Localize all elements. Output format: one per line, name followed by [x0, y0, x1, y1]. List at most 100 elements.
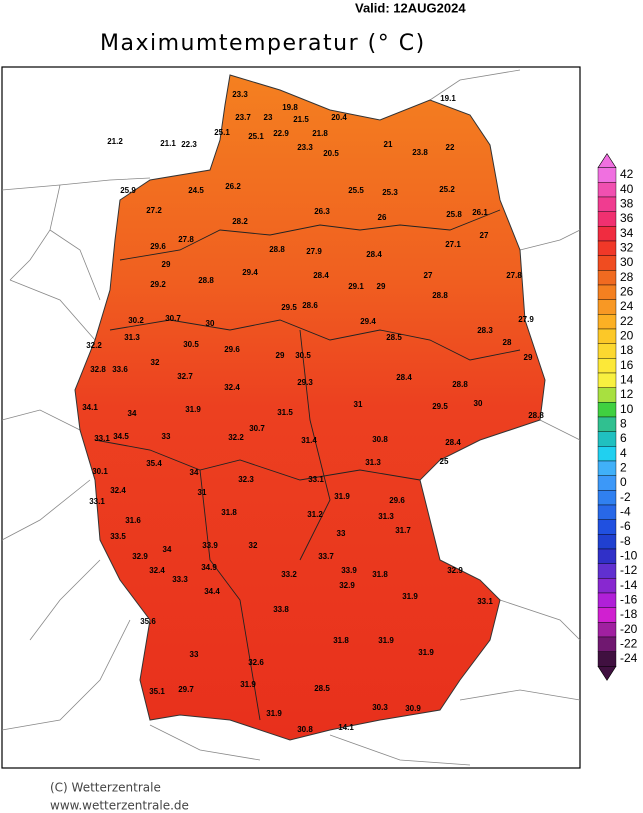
station-value: 32.4 — [110, 486, 126, 495]
station-value: 29 — [162, 260, 171, 269]
station-value: 29.4 — [360, 317, 376, 326]
colorbar-label: 28 — [620, 270, 634, 284]
copyright: (C) Wetterzentrale — [50, 781, 161, 795]
colorbar-label: 32 — [620, 241, 634, 255]
station-value: 31.9 — [240, 680, 256, 689]
station-value: 33.3 — [172, 575, 188, 584]
station-value: 30.8 — [297, 725, 313, 734]
colorbar-swatch — [597, 343, 617, 359]
station-value: 32.9 — [132, 552, 148, 561]
colorbar-label: 16 — [620, 358, 634, 372]
station-value: 29 — [276, 351, 285, 360]
colorbar-label: 6 — [620, 431, 627, 445]
station-value: 33.1 — [477, 597, 493, 606]
station-value: 27.2 — [146, 206, 162, 215]
state-borders — [94, 209, 521, 721]
station-value: 28.4 — [313, 271, 329, 280]
colorbar-label: -14 — [620, 578, 638, 592]
colorbar-swatch — [597, 490, 617, 506]
colorbar-swatch — [597, 167, 617, 183]
station-value: 31.9 — [334, 492, 350, 501]
station-value: 31.9 — [402, 592, 418, 601]
colorbar-label: -4 — [620, 505, 631, 519]
colorbar-label: 24 — [620, 299, 634, 313]
colorbar-swatch — [597, 299, 617, 315]
station-value: 31 — [198, 488, 207, 497]
station-value: 32.2 — [86, 341, 102, 350]
station-value: 32.4 — [149, 566, 165, 575]
station-value: 33 — [162, 432, 171, 441]
colorbar-label: 42 — [620, 167, 634, 181]
station-value: 35.1 — [149, 687, 165, 696]
station-value: 28 — [503, 338, 512, 347]
station-value: 30.8 — [372, 435, 388, 444]
station-value: 27 — [424, 271, 433, 280]
station-value: 25.1 — [214, 128, 230, 137]
colorbar-swatch — [597, 534, 617, 550]
colorbar-swatch — [597, 196, 617, 212]
station-value: 25.2 — [439, 185, 455, 194]
station-value: 31.9 — [418, 648, 434, 657]
station-value: 33 — [190, 650, 199, 659]
colorbar-swatch — [597, 240, 617, 256]
colorbar-swatch — [597, 578, 617, 594]
station-value: 33.7 — [318, 552, 334, 561]
station-value: 29.5 — [432, 402, 448, 411]
station-value: 25 — [440, 457, 449, 466]
colorbar-swatch — [597, 475, 617, 491]
colorbar-label: 18 — [620, 343, 634, 357]
colorbar-swatch — [597, 504, 617, 520]
colorbar-swatch — [597, 446, 617, 462]
colorbar-label: -20 — [620, 622, 638, 636]
station-value: 25.1 — [248, 132, 264, 141]
station-value: 31 — [354, 400, 363, 409]
colorbar-label: -8 — [620, 534, 631, 548]
station-value: 29.1 — [348, 282, 364, 291]
station-value: 22 — [446, 143, 455, 152]
colorbar: 424038363432302826242220181614121086420-… — [597, 153, 638, 681]
colorbar-swatch — [597, 607, 617, 623]
station-value: 33.5 — [110, 532, 126, 541]
colorbar-swatch — [597, 211, 617, 227]
colorbar-swatch — [597, 563, 617, 579]
station-value: 14.1 — [338, 723, 354, 732]
colorbar-label: 26 — [620, 285, 634, 299]
station-value: 32.6 — [248, 658, 264, 667]
station-value: 29.6 — [389, 496, 405, 505]
station-value: 21.2 — [107, 137, 123, 146]
colorbar-label: 14 — [620, 373, 634, 387]
station-value: 34.9 — [201, 563, 217, 572]
colorbar-label: 22 — [620, 314, 634, 328]
station-value: 26.1 — [472, 208, 488, 217]
station-value: 27.1 — [445, 240, 461, 249]
station-value: 31.8 — [221, 508, 237, 517]
colorbar-label: 30 — [620, 255, 634, 269]
station-value: 23.8 — [412, 148, 428, 157]
station-value: 27.8 — [178, 235, 194, 244]
colorbar-label: -18 — [620, 607, 638, 621]
station-value: 33.8 — [273, 605, 289, 614]
station-value: 34 — [190, 468, 199, 477]
station-value: 25.3 — [382, 188, 398, 197]
station-value: 26.3 — [314, 207, 330, 216]
station-value: 26.2 — [225, 182, 241, 191]
colorbar-swatch — [597, 519, 617, 535]
station-value: 33.1 — [308, 475, 324, 484]
station-value: 28.8 — [528, 411, 544, 420]
station-value: 30.7 — [249, 424, 265, 433]
station-value: 32.3 — [238, 475, 254, 484]
station-value: 28.8 — [269, 245, 285, 254]
station-value: 27 — [480, 231, 489, 240]
colorbar-swatch — [597, 284, 617, 300]
station-value: 23 — [264, 113, 273, 122]
station-values: 23.3 23.7 23 19.8 21.521.820.4 25.1 25.1 22.9 21… — [82, 90, 544, 734]
station-value: 25.8 — [446, 210, 462, 219]
station-value: 31.5 — [277, 408, 293, 417]
colorbar-label: 36 — [620, 211, 634, 225]
station-value: 27.9 — [306, 247, 322, 256]
station-value: 33.6 — [112, 365, 128, 374]
colorbar-label: 40 — [620, 182, 634, 196]
station-value: 30.1 — [92, 467, 108, 476]
colorbar-label: 12 — [620, 387, 634, 401]
